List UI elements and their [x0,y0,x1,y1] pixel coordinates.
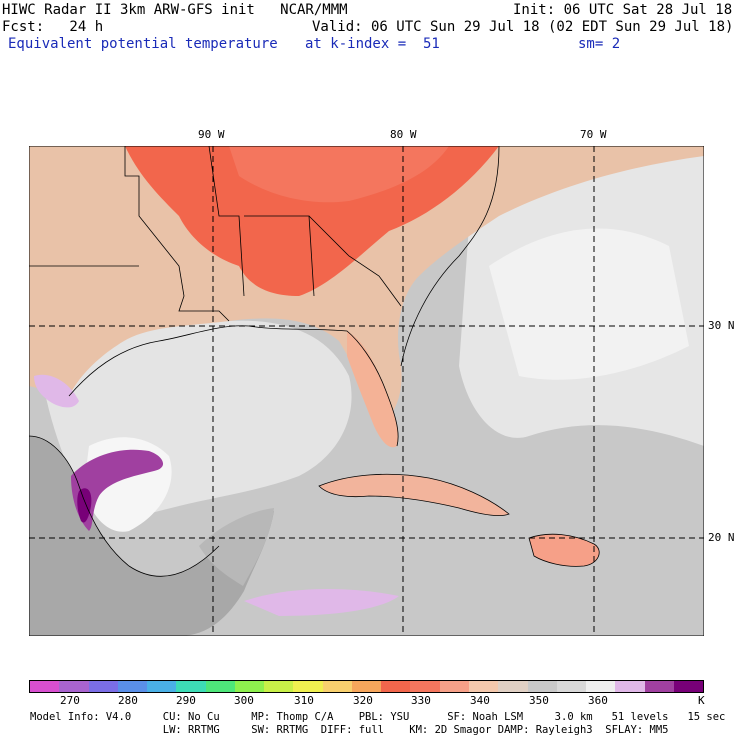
colorbar-tick: 360 [588,694,608,707]
lat-label-20n: 20 N [708,531,735,544]
colorbar-swatch [498,681,528,692]
colorbar-swatch [322,681,352,692]
lon-label-70w: 70 W [580,128,607,141]
init-time: Init: 06 UTC Sat 28 Jul 18 [513,2,733,18]
field-name: Equivalent potential temperature [8,36,278,52]
lon-label-80w: 80 W [390,128,417,141]
smoothing-value: sm= 2 [578,36,621,52]
level-index: at k-index = 51 [305,36,440,52]
map-title: HIWC Radar II 3km ARW-GFS init NCAR/MMM [2,2,348,18]
hispaniola-land [528,533,600,567]
colorbar-swatch [556,681,587,692]
highest-theta-e-core [77,488,92,523]
lon-label-90w: 90 W [198,128,225,141]
colorbar-swatch [527,681,557,692]
warm-region-inner [229,146,449,203]
warm-region-southeast-us [125,146,499,296]
colorbar-swatch [615,681,645,692]
colorbar-tick: 310 [294,694,314,707]
colorbar-swatch [205,681,235,692]
colorbar-swatch [468,681,499,692]
colorbar-swatch [673,681,704,692]
colorbar-tick: 350 [529,694,549,707]
colorbar-swatch [410,681,440,692]
colorbar-swatch [439,681,469,692]
colorbar-tick: 320 [353,694,373,707]
colorbar-swatch [88,681,118,692]
cuba-land [318,473,510,516]
colorbar-swatch [264,681,294,692]
colorbar-swatch [30,681,60,692]
colorbar-tick: 280 [118,694,138,707]
colorbar-swatch [381,681,411,692]
state-boundary-west [124,146,230,322]
lavender-region-caribbean [244,589,399,616]
atlantic-coastline [400,146,500,367]
colorbar-tick: 300 [234,694,254,707]
gulf-coastline [68,325,399,447]
state-boundary-ga [308,215,402,307]
colorbar-swatch [293,681,323,692]
colorbar-swatch [644,681,674,692]
lat-label-30n: 30 N [708,319,735,332]
model-info-line2: LW: RRTMG SW: RRTMG DIFF: full KM: 2D Sm… [30,724,669,736]
colorbar-swatch [234,681,265,692]
florida-land [347,331,399,448]
colorbar-tick: 290 [176,694,196,707]
yucatan-land [199,508,274,586]
theta-e-map [29,146,704,636]
colorbar-swatch [117,681,148,692]
colorbar-unit: K [698,694,705,707]
boundaries [29,146,500,577]
colorbar-swatch [586,681,616,692]
mexico-coastline [29,435,220,577]
colorbar-swatch [176,681,206,692]
graticule [29,146,704,636]
colorbar-tick: 340 [470,694,490,707]
high-theta-e-region [71,449,164,531]
model-info-line1: Model Info: V4.0 CU: No Cu MP: Thomp C/A… [30,711,726,723]
colorbar-swatch [351,681,382,692]
state-boundary-ms [208,146,245,297]
colorbar-swatch [59,681,89,692]
atlantic-white-region [489,228,689,380]
colorbar-tick: 330 [411,694,431,707]
colorbar [29,680,704,693]
lavender-region-texas [34,374,79,408]
colorbar-swatch [147,681,177,692]
colorbar-tick: 270 [60,694,80,707]
valid-time: Valid: 06 UTC Sun 29 Jul 18 (02 EDT Sun … [312,19,734,35]
forecast-hour: Fcst: 24 h [2,19,104,35]
